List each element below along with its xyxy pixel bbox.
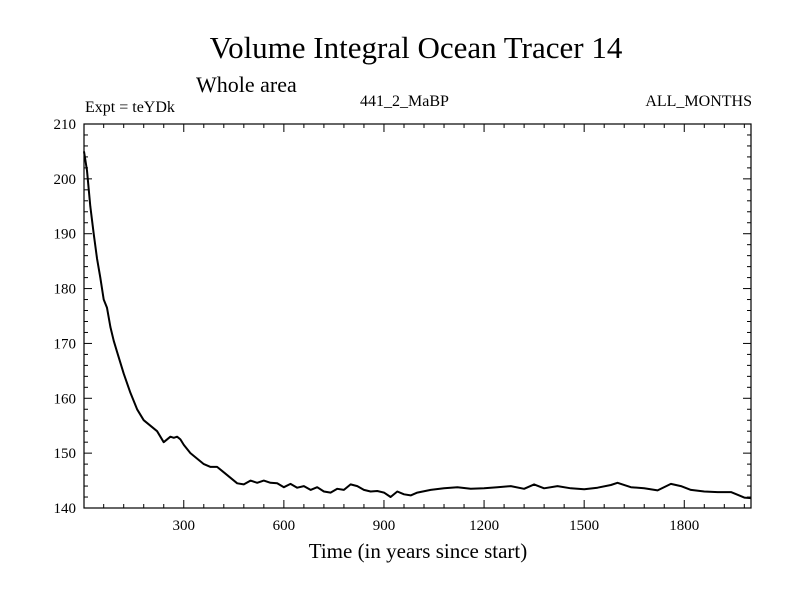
y-tick-label: 180 [54,282,77,298]
series-line [83,151,752,500]
y-tick-label: 160 [54,391,77,407]
x-tick-label: 900 [373,518,396,534]
x-axis-label: Time (in years since start) [309,539,528,563]
x-tick-labels: 300 600 900 1200 1500 1800 [173,518,700,534]
x-tick-label: 1500 [569,518,599,534]
axis-ticks [84,123,751,509]
x-tick-label: 600 [273,518,296,534]
y-tick-label: 200 [54,172,77,188]
chart-title: Volume Integral Ocean Tracer 14 [210,30,623,65]
y-tick-label: 170 [54,336,77,352]
x-tick-label: 1200 [469,518,499,534]
x-tick-label: 300 [173,518,196,534]
y-tick-label: 140 [54,501,77,517]
y-tick-label: 150 [54,446,77,462]
plot-frame [83,123,752,509]
y-tick-label: 190 [54,227,77,243]
months-label: ALL_MONTHS [645,93,752,110]
chart-subtitle: Whole area [196,72,297,97]
experiment-label: Expt = teYDk [85,99,175,116]
y-tick-labels: 140 150 160 170 180 190 200 210 [54,117,77,517]
y-tick-label: 210 [54,117,77,133]
run-label: 441_2_MaBP [360,93,449,110]
x-tick-label: 1800 [669,518,699,534]
